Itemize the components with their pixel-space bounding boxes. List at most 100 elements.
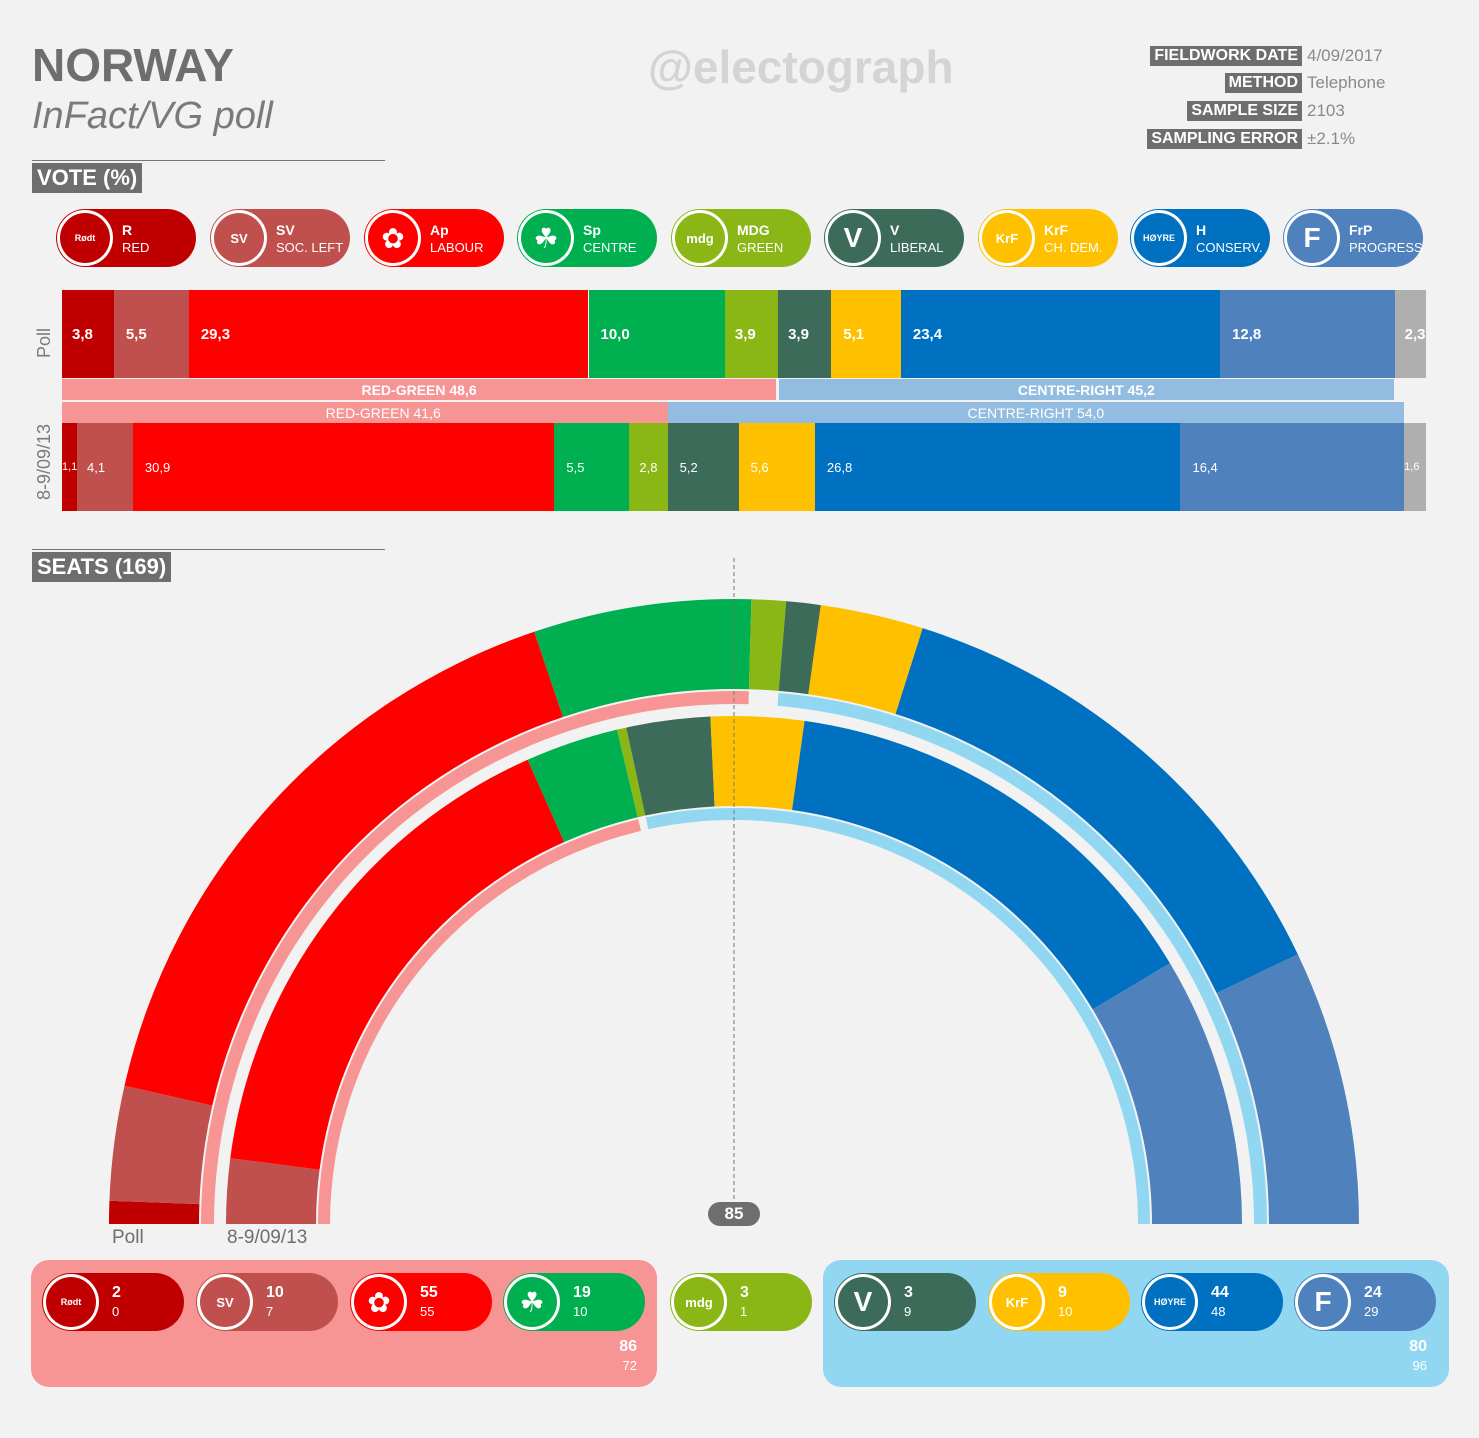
meta-method: METHOD Telephone	[1224, 72, 1387, 94]
party-code: V	[890, 222, 900, 238]
meta-label: FIELDWORK DATE	[1150, 46, 1302, 66]
party-name: GREEN	[737, 240, 784, 255]
seat-pill-ap: ✿ 55 55	[350, 1273, 492, 1331]
seat-pill-r: Rødt 2 0	[42, 1273, 184, 1331]
section-divider	[32, 160, 385, 161]
seats-section-title: SEATS (169)	[32, 552, 172, 582]
seats-previous-value: 55	[420, 1304, 435, 1319]
sv-logo-icon: SV	[197, 1274, 253, 1330]
legend-pill-frp: F FrP PROGRESS	[1283, 209, 1423, 267]
rodt-star-icon: Rødt	[57, 210, 113, 266]
seat-arc-sp-poll	[534, 599, 752, 718]
vote-value-label: 12,8	[1232, 325, 1262, 343]
seats-previous-value: 0	[112, 1304, 120, 1319]
clover-icon-glyph: ☘	[521, 213, 571, 263]
bloc-bar-red-green-previous: RED-GREEN 41,6	[62, 402, 705, 423]
vote-value-label: 3,9	[788, 325, 809, 343]
sv-logo-icon: SV	[211, 210, 267, 266]
rodt-star-icon: Rødt	[43, 1274, 99, 1330]
party-code: MDG	[737, 222, 770, 238]
meta-value: ±2.1%	[1307, 129, 1356, 148]
seats-poll-value: 9	[1058, 1284, 1067, 1301]
vote-bar-frp: 12,8	[1220, 290, 1395, 378]
mdg-logo-icon: mdg	[671, 1274, 727, 1330]
party-code: KrF	[1044, 222, 1069, 238]
vote-value-label: 5,1	[843, 325, 865, 343]
party-name: PROGRESS	[1349, 240, 1423, 255]
party-code: FrP	[1349, 222, 1373, 238]
rose-icon-glyph: ✿	[354, 1277, 404, 1327]
frp-apple-icon-glyph: F	[1298, 1277, 1348, 1327]
vote-value-label: 2,3	[1404, 325, 1426, 343]
rose-icon-glyph: ✿	[368, 213, 418, 263]
meta-value: 2103	[1307, 101, 1345, 120]
party-code: Sp	[583, 222, 601, 238]
vote-section-title: VOTE (%)	[32, 163, 143, 193]
vote-bar-mdg: 3,9	[724, 290, 779, 378]
vote-value-label: 5,5	[125, 325, 147, 343]
seat-arc-h-poll	[895, 628, 1298, 994]
vote-value-label: 2,8	[639, 459, 658, 475]
v-logo-icon: V	[835, 1274, 891, 1330]
krf-heart-icon: KrF	[989, 1274, 1045, 1330]
legend-pill-mdg: mdg MDG GREEN	[671, 209, 811, 267]
mdg-logo-icon-glyph: mdg	[675, 213, 725, 263]
bloc-bar-centre-right-previous: CENTRE-RIGHT 54,0	[667, 402, 1405, 423]
clover-icon: ☘	[518, 210, 574, 266]
legend-pill-sv: SV SV SOC. LEFT	[210, 209, 350, 267]
seat-pill-frp: F 24 29	[1294, 1273, 1436, 1331]
party-code: R	[122, 222, 133, 238]
party-code: SV	[276, 222, 295, 238]
centre-right-total-poll: 80	[1409, 1338, 1427, 1355]
party-code: H	[1196, 222, 1207, 238]
vote-bar-frp: 16,4	[1180, 423, 1405, 511]
vote-bar-ap: 29,3	[188, 290, 589, 378]
seats-previous-value: 48	[1211, 1304, 1226, 1319]
watermark: @electograph	[648, 41, 954, 93]
legend-pill-v: V V LIBERAL	[824, 209, 964, 267]
meta-fieldwork-date: FIELDWORK DATE 4/09/2017	[1150, 45, 1387, 67]
rodt-star-icon-glyph: Rødt	[46, 1277, 96, 1327]
vote-value-label: 4,1	[87, 459, 106, 475]
rose-icon: ✿	[365, 210, 421, 266]
party-name: CH. DEM.	[1044, 240, 1103, 255]
seats-poll-value: 24	[1364, 1284, 1382, 1301]
party-name: RED	[122, 240, 150, 255]
seat-pill-sv: SV 10 7	[196, 1273, 338, 1331]
seat-arc-sp-previous	[527, 729, 638, 843]
party-name: CONSERV.	[1196, 240, 1263, 255]
hoyre-flag-icon: HØYRE	[1131, 210, 1187, 266]
vote-bar-sp: 10,0	[588, 290, 725, 378]
seat-pill-h: HØYRE 44 48	[1141, 1273, 1283, 1331]
sv-logo-icon-glyph: SV	[214, 213, 264, 263]
seats-poll-value: 2	[112, 1284, 121, 1301]
legend-pill-ap: ✿ Ap LABOUR	[364, 209, 504, 267]
seats-previous-value: 1	[740, 1304, 748, 1319]
vote-bar-sp: 5,5	[554, 423, 630, 511]
majority-badge: 85	[708, 1202, 760, 1226]
seat-arc-v-previous	[626, 716, 715, 816]
vote-bar-mdg: 2,8	[629, 423, 668, 511]
vote-bar-v: 5,2	[667, 423, 739, 511]
vote-bar-r: 3,8	[62, 290, 114, 378]
seat-arc-ap-poll	[124, 631, 564, 1106]
meta-label: SAMPLING ERROR	[1147, 129, 1302, 149]
seats-poll-value: 44	[1211, 1284, 1229, 1301]
frp-apple-icon: F	[1284, 210, 1340, 266]
pollster-subtitle: InFact/VG poll	[32, 95, 273, 137]
legend-pill-sp: ☘ Sp CENTRE	[517, 209, 657, 267]
country-title: NORWAY	[32, 39, 234, 91]
seat-arc-krf-previous	[710, 715, 805, 811]
seat-pill-sp: ☘ 19 10	[503, 1273, 645, 1331]
bloc-bar-red-green-poll: RED-GREEN 48,6	[62, 379, 777, 400]
vote-value-label: 3,9	[734, 325, 756, 343]
red-green-total-prev: 72	[622, 1358, 637, 1373]
vote-bar-others: 2,3	[1394, 290, 1426, 378]
bloc-bar-centre-right-poll: CENTRE-RIGHT 45,2	[779, 379, 1394, 400]
vote-value-label: 10,0	[600, 325, 630, 343]
clover-icon-glyph: ☘	[507, 1277, 557, 1327]
ring-label-poll: Poll	[112, 1227, 144, 1248]
krf-heart-icon-glyph: KrF	[992, 1277, 1042, 1327]
seat-arc-ap-previous	[230, 759, 565, 1170]
